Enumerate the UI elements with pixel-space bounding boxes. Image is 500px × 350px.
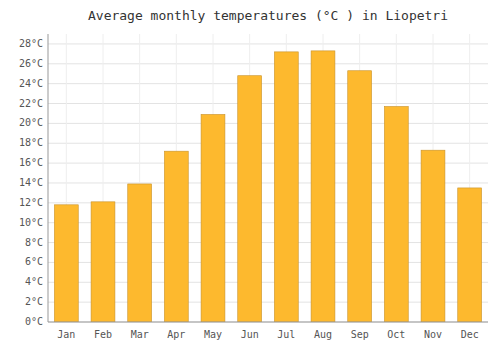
y-tick-label: 8°C xyxy=(25,237,43,248)
x-tick-label: Sep xyxy=(351,329,369,340)
bar xyxy=(54,205,78,322)
x-tick-label: Mar xyxy=(131,329,149,340)
x-axis-line xyxy=(48,322,488,323)
grid xyxy=(48,34,488,322)
y-tick-label: 20°C xyxy=(19,117,43,128)
chart-container: 0°C 2°C 4°C 6°C 8°C 10°C 12°C 14°C 16°C 18°C 20°C 2… xyxy=(0,0,500,350)
y-tick-label: 6°C xyxy=(25,256,43,267)
y-tick-label: 10°C xyxy=(19,217,43,228)
bar xyxy=(421,150,445,322)
x-tick-label: Feb xyxy=(94,329,112,340)
y-tick-label: 12°C xyxy=(19,197,43,208)
bar xyxy=(348,71,372,322)
y-tick-label: 28°C xyxy=(19,38,43,49)
x-tick-label: Jul xyxy=(277,329,295,340)
bar xyxy=(201,114,225,322)
x-tick-label: May xyxy=(204,329,222,340)
y-tick-label: 18°C xyxy=(19,137,43,148)
y-tick-label: 0°C xyxy=(25,316,43,327)
x-tick-label: Dec xyxy=(461,329,479,340)
x-tick-label: Jan xyxy=(57,329,75,340)
y-tick-label: 26°C xyxy=(19,58,43,69)
x-tick-label: Jun xyxy=(241,329,259,340)
y-grid-line xyxy=(48,83,488,84)
x-tick-label: Apr xyxy=(167,329,185,340)
bars xyxy=(54,51,481,322)
y-grid-line xyxy=(48,103,488,104)
bar xyxy=(164,151,188,322)
y-tick-label: 24°C xyxy=(19,78,43,89)
bar xyxy=(274,52,298,322)
x-tick-label: Nov xyxy=(424,329,442,340)
x-tick-label: Aug xyxy=(314,329,332,340)
title: Average monthly temperatures (°C ) in Li… xyxy=(88,8,448,23)
chart: 0°C 2°C 4°C 6°C 8°C 10°C 12°C 14°C 16°C 18°C 20°C 2… xyxy=(0,0,500,350)
y-tick-label: 2°C xyxy=(25,296,43,307)
y-tick-label: 16°C xyxy=(19,157,43,168)
y-grid-line xyxy=(48,123,488,124)
y-grid-line xyxy=(48,322,488,323)
y-grid-line xyxy=(48,63,488,64)
x-tick-label: Oct xyxy=(387,329,405,340)
bar xyxy=(91,202,115,322)
bar xyxy=(128,184,152,322)
y-grid-line xyxy=(48,143,488,144)
y-tick-label: 4°C xyxy=(25,276,43,287)
y-tick-label: 14°C xyxy=(19,177,43,188)
y-grid-line xyxy=(48,43,488,44)
y-tick-label: 22°C xyxy=(19,98,43,109)
bar xyxy=(384,106,408,322)
axes: 0°C 2°C 4°C 6°C 8°C 10°C 12°C 14°C 16°C 18°C 20°C 2… xyxy=(19,34,488,340)
y-axis-line xyxy=(48,34,49,322)
bar xyxy=(311,51,335,322)
bar xyxy=(238,76,262,322)
bar xyxy=(458,188,482,322)
